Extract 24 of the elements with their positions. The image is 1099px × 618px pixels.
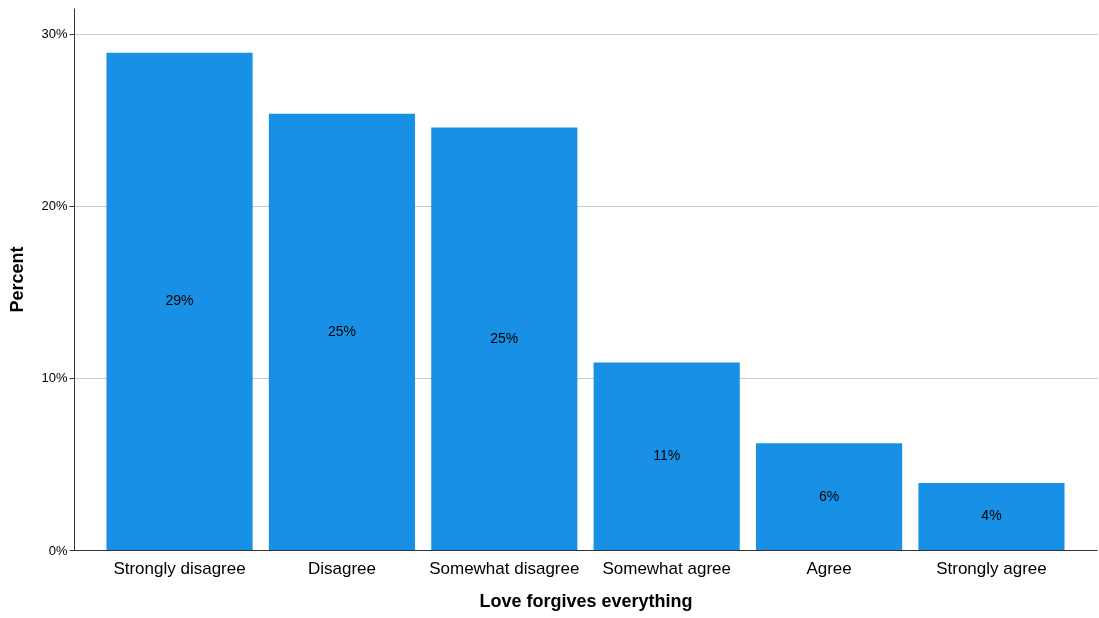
x-tick-label: Strongly disagree — [113, 558, 246, 578]
bar — [268, 113, 415, 550]
x-tick-label: Somewhat disagree — [429, 558, 580, 578]
bar — [918, 482, 1065, 550]
y-axis-title: Percent — [7, 246, 28, 313]
y-tick-label: 0% — [48, 542, 68, 558]
data-label: 25% — [490, 329, 519, 346]
y-tick-label: 30% — [41, 26, 68, 42]
x-axis-title: Love forgives everything — [479, 590, 693, 611]
y-tick-label: 10% — [41, 370, 68, 386]
data-label: 4% — [981, 507, 1002, 524]
y-tick-label: 20% — [41, 198, 68, 214]
bar — [593, 362, 740, 550]
x-tick-label: Strongly agree — [936, 558, 1047, 578]
data-label: 11% — [653, 447, 681, 464]
x-tick-label: Disagree — [307, 558, 376, 578]
data-label: 6% — [818, 487, 840, 504]
bar — [106, 52, 253, 550]
bar — [756, 443, 903, 550]
data-label: 25% — [327, 322, 356, 339]
x-tick-label: Somewhat agree — [602, 558, 731, 578]
bar — [431, 127, 578, 550]
data-label: 29% — [165, 292, 194, 309]
x-tick-label: Agree — [806, 558, 852, 578]
